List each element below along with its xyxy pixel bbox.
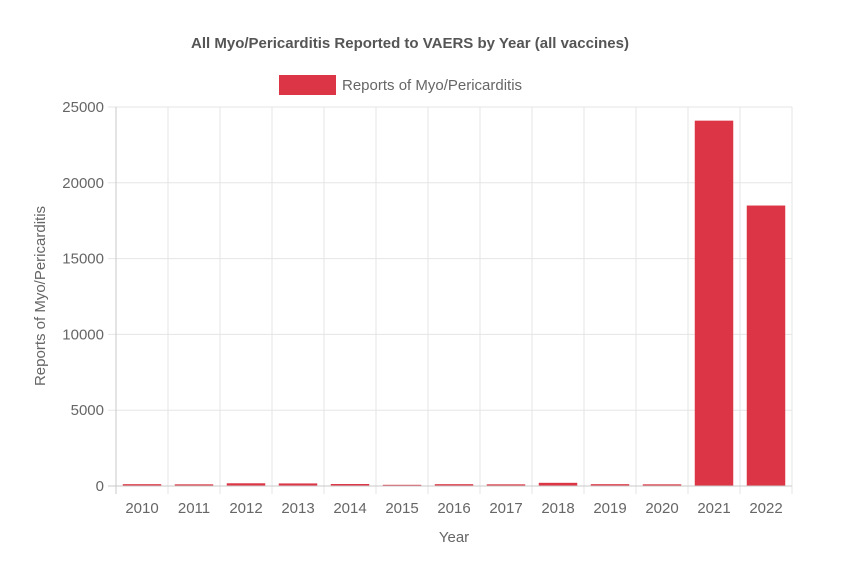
y-tick-label: 5000: [71, 402, 104, 419]
x-tick-label: 2022: [749, 500, 782, 517]
y-tick-label: 15000: [62, 251, 104, 268]
bar: [642, 484, 682, 486]
tick-labels: 0 5000 10000 15000 20000 25000 2010 2011 2012 201…: [62, 99, 782, 517]
bar: [174, 484, 214, 486]
bars: [122, 120, 786, 487]
bar: [746, 205, 786, 487]
x-tick-label: 2020: [645, 500, 678, 517]
axes: [108, 107, 792, 494]
bar: [382, 484, 422, 486]
x-tick-label: 2021: [697, 500, 730, 517]
legend-swatch: [279, 75, 336, 95]
x-tick-label: 2015: [385, 500, 418, 517]
x-tick-label: 2013: [281, 500, 314, 517]
x-tick-label: 2014: [333, 500, 366, 517]
legend-label: Reports of Myo/Pericarditis: [342, 77, 522, 94]
x-tick-label: 2019: [593, 500, 626, 517]
y-tick-label: 10000: [62, 326, 104, 343]
y-axis-label: Reports of Myo/Pericarditis: [32, 206, 49, 386]
bar: [226, 483, 266, 486]
bar: [486, 484, 526, 486]
x-tick-label: 2011: [178, 500, 210, 517]
x-tick-label: 2018: [541, 500, 574, 517]
chart-title: All Myo/Pericarditis Reported to VAERS b…: [191, 35, 629, 52]
bar: [694, 120, 734, 487]
y-tick-label: 25000: [62, 99, 104, 116]
bar: [538, 482, 578, 486]
x-tick-label: 2017: [489, 500, 522, 517]
x-tick-label: 2010: [125, 500, 158, 517]
bar: [590, 484, 630, 486]
y-tick-label: 0: [96, 478, 104, 495]
x-tick-label: 2016: [437, 500, 470, 517]
y-tick-label: 20000: [62, 175, 104, 192]
bar: [278, 483, 318, 486]
bar: [330, 484, 370, 486]
x-tick-label: 2012: [229, 500, 262, 517]
bar: [122, 484, 162, 486]
legend: Reports of Myo/Pericarditis: [279, 75, 522, 95]
x-axis-label: Year: [439, 529, 469, 546]
bar: [434, 484, 474, 486]
grid: [108, 106, 793, 494]
